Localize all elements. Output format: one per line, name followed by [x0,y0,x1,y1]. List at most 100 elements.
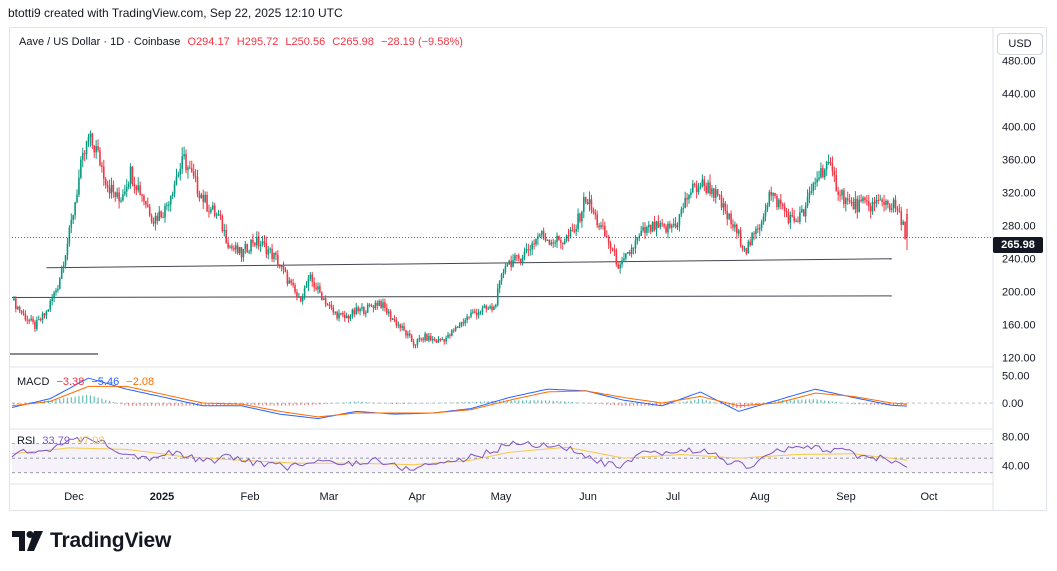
candle [80,156,82,180]
macd-histogram-bar [445,402,447,404]
candle-body [791,214,794,217]
candle-body [776,195,778,208]
candle [632,247,635,255]
candle-body [714,189,717,198]
macd-histogram-bar [774,400,776,404]
candle-body [890,208,893,210]
open-label: O [187,36,197,48]
candle-body [877,199,880,201]
macd-histogram-bar [812,399,814,404]
candle-body [848,200,851,202]
candle-body [674,223,677,228]
macd-histogram-bar [805,399,807,404]
candle-body [154,216,157,224]
candle [563,238,566,245]
candle [378,299,380,307]
candle [234,241,237,254]
rsi-title: RSI [17,435,36,447]
price-tick-label: 480.00 [1002,56,1036,68]
candle [688,194,690,204]
macd-histogram-bar [609,403,612,405]
candle [303,285,306,300]
candle [630,244,633,258]
macd-histogram-bar [162,403,164,406]
candle-body [330,304,333,308]
macd-histogram-bar [219,403,222,406]
candle-body [887,200,889,205]
candle [202,189,205,210]
candle-body [774,192,776,196]
macd-histogram-bar [785,399,788,404]
candle-body [452,330,455,332]
tradingview-logo[interactable]: TradingView [12,529,171,553]
macd-histogram-bar [629,403,631,406]
candle [125,179,128,198]
candle-body [101,165,103,167]
macd-histogram-bar [311,403,313,405]
candle [171,191,174,200]
candle-body [206,194,208,212]
candle-body [426,333,428,341]
candle [441,336,444,341]
candle [649,224,652,235]
candle [485,304,488,313]
candle-body [477,312,480,316]
candle [479,310,482,315]
macd-histogram-bar [281,403,283,406]
candle-body [420,338,423,340]
time-tick-label: Dec [64,491,84,503]
macd-histogram-bar [495,400,497,404]
candle [366,302,369,314]
candle-body [764,209,767,217]
time-tick-label: Oct [920,491,937,503]
candle [714,184,717,204]
candle-body [485,305,488,309]
candle-body [324,298,327,305]
symbol-label[interactable]: Aave / US Dollar · 1D · Coinbase [19,36,181,48]
macd-histogram-bar [575,402,577,404]
candle [502,268,505,279]
candle-body [510,260,512,268]
macd-histogram-bar [307,403,310,405]
candle-body [200,194,203,199]
candle-body [145,201,147,205]
candle [124,184,126,197]
macd-histogram-bar [694,399,696,404]
candle-body [68,227,71,244]
candle-body [517,255,520,259]
candle [604,221,606,238]
macd-histogram-bar [709,401,711,404]
candle [99,147,101,167]
candle-body [263,241,266,243]
time-tick-label: Sep [836,491,856,503]
candle-body [72,215,74,220]
candle [904,221,906,240]
candle-body [326,304,329,306]
candle [372,304,375,313]
rsi-value: 33.79 [42,435,70,447]
candle-body [146,204,149,207]
candle-body [487,308,489,310]
candle-body [81,153,84,160]
macd-histogram-bar [193,403,195,406]
candle [720,191,723,211]
candle-body [129,166,132,184]
candle [391,317,394,321]
currency-button[interactable]: USD [997,33,1043,55]
candle [544,233,547,243]
candle [814,177,817,190]
candle-body [852,201,855,210]
candle [95,140,97,159]
macd-tick-label: 50.00 [1002,370,1030,382]
candle-body [301,297,304,302]
candle-body [661,223,664,225]
candle [106,180,109,193]
candle-body [30,318,32,321]
candle [338,309,340,322]
candle-body [602,225,604,227]
candle-body [456,327,459,329]
candle-body [225,229,227,243]
candle [473,308,476,314]
candle-body [892,199,895,209]
